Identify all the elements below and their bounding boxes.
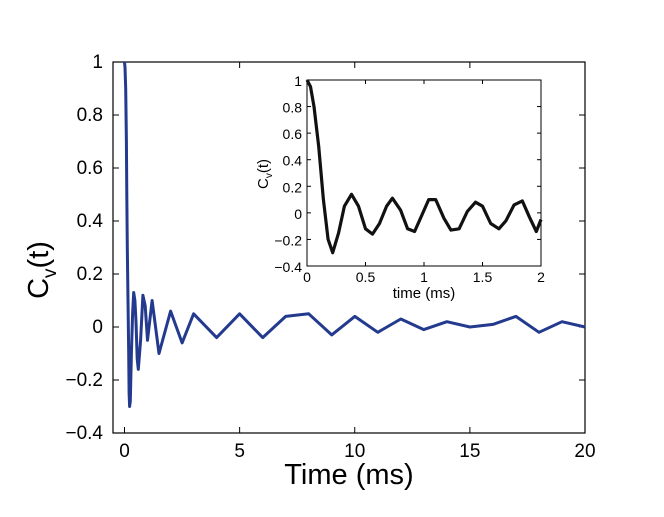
main-x-tick-label: 0 [119, 441, 130, 462]
inset-x-axis-label: time (ms) [393, 285, 456, 302]
inset-y-tick-label: 0 [294, 206, 302, 222]
inset-x-tick-label: 0 [303, 269, 311, 285]
inset-y-tick-label: 0.8 [283, 100, 303, 116]
inset-series-line [305, 79, 543, 255]
main-x-axis-label: Time (ms) [284, 459, 413, 491]
inset-x-tick-label: 0.5 [356, 269, 376, 285]
main-y-tick-label: 0.4 [77, 211, 104, 232]
inset-x-tick-label: 1.5 [473, 269, 493, 285]
main-x-tick-label: 10 [344, 441, 365, 462]
inset-y-tick-label: −0.2 [274, 232, 302, 248]
main-y-tick-label: 0 [92, 317, 103, 338]
inset-axes-frame [306, 79, 542, 267]
main-y-tick-label: 0.8 [77, 105, 103, 126]
inset-series [305, 79, 543, 255]
inset-x-tick-label: 2 [537, 269, 545, 285]
main-x-tick-label: 15 [459, 441, 480, 462]
main-y-tick-label: 0.2 [77, 264, 103, 285]
inset-y-tick-label: −0.4 [274, 259, 302, 275]
main-y-tick-label: −0.2 [65, 370, 103, 391]
main-y-axis-label: Cv(t) [23, 241, 61, 299]
main-series-line [123, 61, 586, 408]
main-y-tick-label: 1 [92, 52, 103, 73]
main-x-tick-label: 20 [574, 441, 595, 462]
main-ticks: 0 5 10 15 20−0.4−0.200.20.40.60.81 [65, 52, 595, 462]
inset-y-axis-label: Cv(t) [255, 159, 275, 189]
inset-y-tick-label: 0.2 [283, 179, 303, 195]
inset-x-tick-label: 1 [420, 269, 428, 285]
main-y-tick-label: 0.6 [77, 158, 103, 179]
inset-y-tick-label: 0.6 [283, 126, 303, 142]
main-y-tick-label: −0.4 [65, 423, 103, 444]
main-series [123, 61, 586, 408]
inset-y-tick-label: 1 [294, 73, 302, 89]
main-x-tick-label: 5 [234, 441, 245, 462]
inset-y-tick-label: 0.4 [283, 153, 303, 169]
inset-ticks: 0 0.5 1 1.5 2 −0.4 −0.2 0 0.2 0.4 0.6 0.8 1 [274, 73, 545, 285]
